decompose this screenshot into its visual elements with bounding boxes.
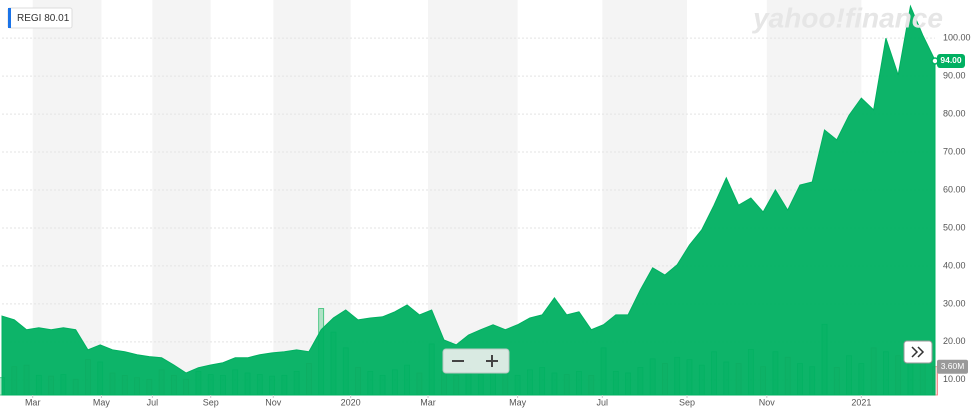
y-tick-label: 50.00 xyxy=(943,222,966,232)
band xyxy=(152,0,211,395)
x-tick-label: Jul xyxy=(597,397,609,407)
y-tick-label: 70.00 xyxy=(943,146,966,156)
y-tick-label: 30.00 xyxy=(943,298,966,308)
x-tick-label: Jul xyxy=(147,397,159,407)
y-tick-label: 90.00 xyxy=(943,71,966,81)
y-tick-label: 80.00 xyxy=(943,108,966,118)
price-tag xyxy=(937,53,965,68)
price-area xyxy=(1,4,936,396)
x-tick-label: 2020 xyxy=(341,397,361,407)
y-tick-label: 60.00 xyxy=(943,184,966,194)
x-tick-label: Mar xyxy=(420,397,436,407)
price-tag-label: 94.00 xyxy=(940,55,962,65)
x-tick-label: Mar xyxy=(25,397,41,407)
volume-tag xyxy=(937,359,968,374)
volume-tag-label: 3.60M xyxy=(941,361,965,371)
x-tick-label: Nov xyxy=(759,397,776,407)
next-icon xyxy=(911,346,925,358)
x-tick-label: Nov xyxy=(265,397,282,407)
x-tick-label: May xyxy=(509,397,527,407)
y-tick-label: 10.00 xyxy=(943,374,966,384)
x-tick-label: Sep xyxy=(203,397,219,407)
symbol-label: REGI 80.01 xyxy=(17,13,70,24)
y-tick-label: 40.00 xyxy=(943,260,966,270)
y-tick-label: 100.00 xyxy=(943,33,971,43)
symbol-marker xyxy=(8,8,11,28)
x-tick-label: May xyxy=(93,397,111,407)
x-tick-label: Sep xyxy=(679,397,695,407)
watermark: yahoo!finance xyxy=(751,2,943,33)
x-tick-label: 2021 xyxy=(851,397,871,407)
y-tick-label: 20.00 xyxy=(943,336,966,346)
price-area xyxy=(1,4,936,396)
zoom-controls[interactable] xyxy=(442,348,510,374)
